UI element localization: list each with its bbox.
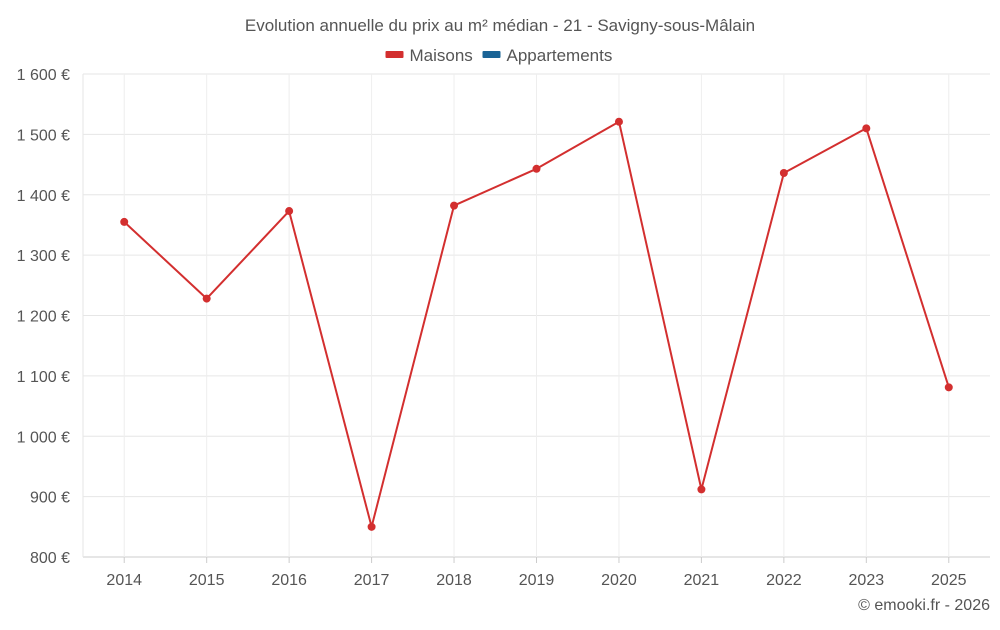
x-tick-label: 2015 xyxy=(189,572,225,589)
x-tick-label: 2019 xyxy=(519,572,555,589)
x-tick-label: 2016 xyxy=(271,572,307,589)
data-point xyxy=(532,164,541,173)
legend-item-maisons[interactable]: Maisons xyxy=(385,46,473,65)
chart-title: Evolution annuelle du prix au m² médian … xyxy=(245,16,755,35)
series xyxy=(120,117,953,531)
data-point xyxy=(120,217,129,226)
data-point xyxy=(862,124,871,133)
legend-label: Appartements xyxy=(507,46,613,65)
x-tick-label: 2017 xyxy=(354,572,390,589)
legend-label: Maisons xyxy=(410,46,473,65)
data-point xyxy=(779,169,788,178)
legend: Maisons Appartements xyxy=(385,46,613,65)
data-point xyxy=(202,294,211,303)
y-tick-label: 1 300 € xyxy=(17,248,70,265)
x-tick-label: 2025 xyxy=(931,572,967,589)
y-tick-label: 1 200 € xyxy=(17,309,70,326)
credit-text: © emooki.fr - 2026 xyxy=(858,597,990,614)
y-tick-label: 1 400 € xyxy=(17,188,70,205)
data-point xyxy=(944,383,953,392)
x-tick-label: 2020 xyxy=(601,572,637,589)
data-point xyxy=(697,485,706,494)
y-tick-label: 1 500 € xyxy=(17,127,70,144)
grid xyxy=(82,73,990,558)
data-point xyxy=(450,201,459,210)
y-tick-label: 900 € xyxy=(30,490,70,507)
data-point xyxy=(614,117,623,126)
data-point xyxy=(367,522,376,531)
axes: 800 € 900 € 1 000 € 1 100 € 1 200 € 1 300 € 1 … xyxy=(17,67,967,589)
legend-swatch xyxy=(482,51,501,58)
legend-item-appartements[interactable]: Appartements xyxy=(482,46,613,65)
data-point xyxy=(285,207,294,216)
x-tick-label: 2018 xyxy=(436,572,472,589)
x-tick-label: 2022 xyxy=(766,572,802,589)
y-tick-label: 1 100 € xyxy=(17,369,70,386)
legend-swatch xyxy=(385,51,404,58)
x-tick-label: 2023 xyxy=(849,572,885,589)
y-tick-label: 800 € xyxy=(30,550,70,567)
y-tick-label: 1 600 € xyxy=(17,67,70,84)
y-tick-label: 1 000 € xyxy=(17,429,70,446)
x-tick-label: 2021 xyxy=(684,572,720,589)
x-tick-label: 2014 xyxy=(106,572,142,589)
